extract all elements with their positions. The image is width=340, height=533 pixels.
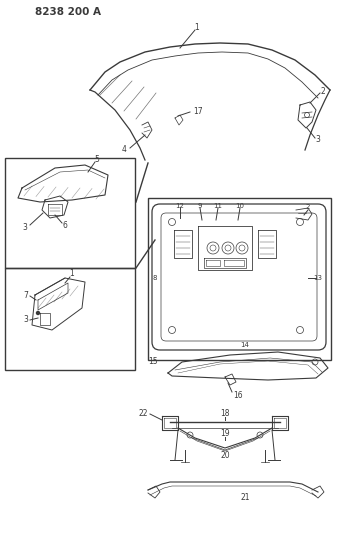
Bar — [5, 268, 135, 370]
Text: 15: 15 — [148, 358, 158, 367]
Circle shape — [36, 311, 39, 314]
Text: 10: 10 — [236, 203, 244, 209]
Text: 3: 3 — [22, 223, 28, 232]
Text: 3: 3 — [316, 135, 320, 144]
Text: 17: 17 — [193, 107, 203, 116]
Text: 22: 22 — [138, 409, 148, 418]
Text: 14: 14 — [241, 342, 250, 348]
Text: 8238 200 A: 8238 200 A — [35, 7, 101, 17]
Text: 12: 12 — [175, 203, 184, 209]
Text: 20: 20 — [220, 451, 230, 461]
Text: 1: 1 — [194, 23, 199, 33]
Text: 9: 9 — [198, 203, 202, 209]
Text: 18: 18 — [220, 409, 230, 418]
Text: 21: 21 — [240, 494, 250, 503]
Text: 13: 13 — [313, 275, 323, 281]
Text: 19: 19 — [220, 430, 230, 439]
Text: 8: 8 — [153, 275, 157, 281]
Text: 3: 3 — [23, 316, 28, 325]
Bar — [148, 198, 331, 360]
Text: 16: 16 — [233, 391, 243, 400]
Text: 5: 5 — [95, 156, 99, 165]
Text: 7: 7 — [23, 292, 28, 301]
Bar — [5, 158, 135, 268]
Text: 6: 6 — [63, 222, 67, 230]
Text: 11: 11 — [214, 203, 222, 209]
Text: 1: 1 — [70, 270, 74, 279]
Text: 2: 2 — [321, 86, 325, 95]
Text: 2: 2 — [306, 204, 310, 210]
Text: 4: 4 — [121, 146, 126, 155]
